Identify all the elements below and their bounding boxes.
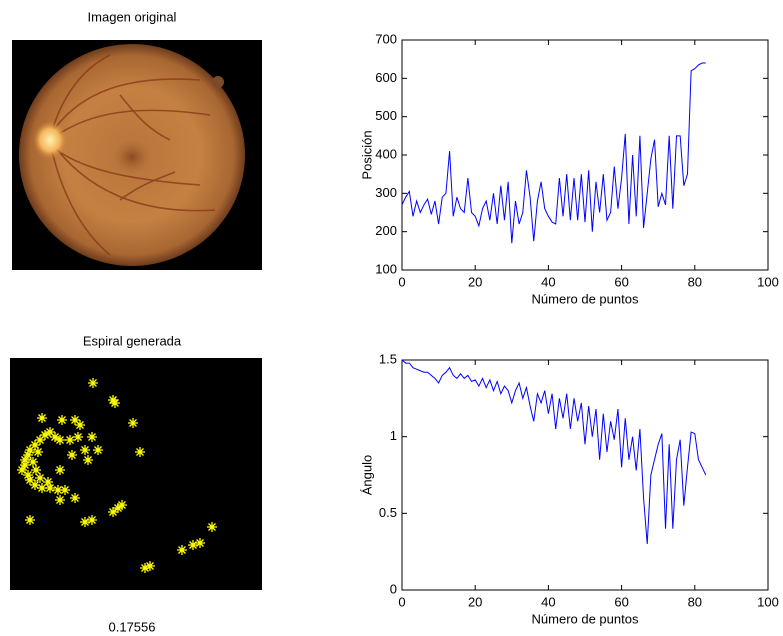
data-line <box>401 359 707 545</box>
x-tick-label: 20 <box>468 594 482 609</box>
y-tick-label: 600 <box>375 70 397 85</box>
x-tick-label: 40 <box>541 274 555 289</box>
x-tick-label: 40 <box>541 594 555 609</box>
star <box>20 460 30 470</box>
star <box>25 445 35 455</box>
x-tick-label: 60 <box>614 274 628 289</box>
star <box>57 415 67 425</box>
star <box>33 447 43 457</box>
star <box>108 395 118 405</box>
data-line <box>401 62 706 244</box>
star <box>67 450 77 460</box>
spiral-stars <box>17 378 217 573</box>
y-tick-label: 100 <box>375 261 397 276</box>
star <box>28 457 38 467</box>
retina-image <box>12 40 262 270</box>
star <box>128 418 138 428</box>
star <box>73 432 83 442</box>
star <box>25 515 35 525</box>
y-tick-label: 1 <box>390 428 397 443</box>
star <box>195 538 205 548</box>
star <box>40 430 50 440</box>
star <box>30 440 40 450</box>
star <box>87 432 97 442</box>
star <box>75 420 85 430</box>
y-tick-label: 400 <box>375 146 397 161</box>
star <box>43 477 53 487</box>
star <box>23 470 33 480</box>
x-tick-label: 100 <box>757 594 779 609</box>
star <box>55 435 65 445</box>
spiral-image <box>10 358 262 590</box>
star <box>50 432 60 442</box>
star <box>83 455 93 465</box>
star <box>70 415 80 425</box>
star <box>110 398 120 408</box>
y-tick-label: 200 <box>375 223 397 238</box>
x-tick-label: 0 <box>398 274 405 289</box>
axes-box <box>401 39 769 271</box>
x-axis-label: Número de puntos <box>532 291 639 306</box>
star <box>80 445 90 455</box>
star <box>188 540 198 550</box>
star <box>23 450 33 460</box>
star <box>35 473 45 483</box>
y-tick-label: 300 <box>375 185 397 200</box>
x-tick-label: 80 <box>688 594 702 609</box>
y-axis-label: Ángulo <box>359 455 374 495</box>
star <box>207 522 217 532</box>
star <box>53 485 63 495</box>
y-tick-label: 500 <box>375 108 397 123</box>
x-tick-label: 100 <box>757 274 779 289</box>
star <box>37 413 47 423</box>
axes-box <box>401 359 769 591</box>
y-tick-label: 0 <box>390 581 397 596</box>
star <box>65 435 75 445</box>
image-title: Imagen original <box>88 9 177 24</box>
x-tick-label: 0 <box>398 594 405 609</box>
star <box>25 475 35 485</box>
star <box>17 465 27 475</box>
star <box>108 507 118 517</box>
star <box>35 435 45 445</box>
star <box>113 503 123 513</box>
y-tick-label: 1.5 <box>379 351 397 366</box>
star <box>45 427 55 437</box>
star <box>80 517 90 527</box>
y-tick-label: 0.5 <box>379 505 397 520</box>
star <box>37 483 47 493</box>
star <box>55 495 65 505</box>
star <box>93 445 103 455</box>
star <box>70 493 80 503</box>
y-tick-label: 700 <box>375 31 397 46</box>
x-axis-label: Número de puntos <box>532 611 639 626</box>
x-tick-label: 60 <box>614 594 628 609</box>
star <box>87 515 97 525</box>
star <box>60 485 70 495</box>
star <box>145 561 155 571</box>
star <box>140 563 150 573</box>
image-caption: 0.17556 <box>109 619 156 634</box>
star <box>55 465 65 475</box>
star <box>135 447 145 457</box>
star <box>45 483 55 493</box>
y-axis-label: Posición <box>359 130 374 179</box>
x-tick-label: 80 <box>688 274 702 289</box>
star <box>177 545 187 555</box>
star <box>30 480 40 490</box>
x-tick-label: 20 <box>468 274 482 289</box>
star <box>31 465 41 475</box>
star <box>117 500 127 510</box>
image-title: Espiral generada <box>83 333 182 348</box>
star <box>88 378 98 388</box>
